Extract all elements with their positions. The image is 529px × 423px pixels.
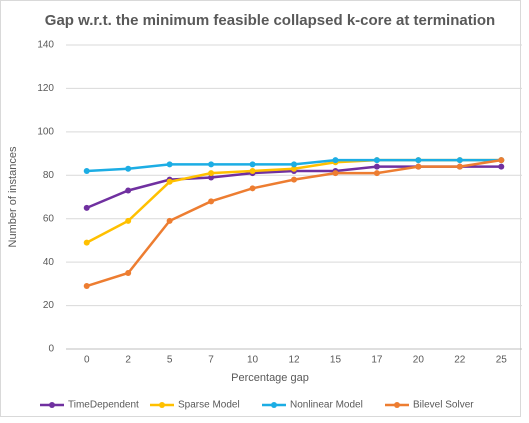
y-tick-label: 0 xyxy=(48,344,54,355)
x-tick-label: 12 xyxy=(288,355,300,366)
x-tick-label: 17 xyxy=(371,355,383,366)
x-tick-label: 7 xyxy=(208,355,214,366)
x-tick-label: 10 xyxy=(247,355,259,366)
data-point xyxy=(291,161,297,168)
legend-marker xyxy=(49,402,55,408)
data-point xyxy=(249,167,256,174)
data-point xyxy=(83,239,90,246)
legend-label: Sparse Model xyxy=(178,400,240,411)
data-point xyxy=(125,165,132,172)
data-point xyxy=(456,157,463,164)
data-point xyxy=(373,170,380,177)
y-tick-label: 80 xyxy=(43,170,55,181)
chart-frame xyxy=(0,0,521,417)
y-tick-label: 120 xyxy=(37,83,54,94)
data-point xyxy=(332,157,339,164)
x-tick-label: 15 xyxy=(330,355,342,366)
x-axis-title: Percentage gap xyxy=(231,372,309,384)
y-tick-label: 140 xyxy=(37,40,54,51)
data-point xyxy=(249,161,256,168)
data-point xyxy=(166,161,173,168)
x-tick-label: 25 xyxy=(496,355,508,366)
data-point xyxy=(125,270,132,276)
y-axis-title: Number of instances xyxy=(7,146,19,247)
data-point xyxy=(249,185,256,192)
data-point xyxy=(415,157,422,164)
data-point xyxy=(125,217,132,224)
data-point xyxy=(373,163,380,170)
y-tick-label: 40 xyxy=(43,257,55,268)
data-point xyxy=(332,170,339,177)
x-tick-label: 0 xyxy=(84,355,90,366)
legend-marker xyxy=(271,402,277,408)
data-point xyxy=(373,157,380,164)
legend-label: Nonlinear Model xyxy=(290,400,363,411)
legend-marker xyxy=(394,402,400,408)
x-tick-label: 2 xyxy=(125,355,131,366)
data-point xyxy=(208,198,215,205)
y-tick-label: 60 xyxy=(43,213,55,224)
x-tick-label: 20 xyxy=(413,355,425,366)
data-point xyxy=(83,204,90,211)
data-point xyxy=(83,167,90,174)
data-point xyxy=(125,187,132,194)
x-tick-label: 5 xyxy=(167,355,173,366)
data-point xyxy=(415,163,422,170)
data-point xyxy=(498,163,505,170)
data-point xyxy=(208,161,215,168)
chart-title: Gap w.r.t. the minimum feasible collapse… xyxy=(45,12,495,29)
data-point xyxy=(208,174,215,181)
data-point xyxy=(166,178,173,185)
data-point xyxy=(291,176,297,183)
y-tick-label: 20 xyxy=(43,300,55,311)
data-point xyxy=(291,165,297,172)
legend-marker xyxy=(159,402,165,408)
data-point xyxy=(83,283,90,290)
y-tick-label: 100 xyxy=(37,126,54,137)
data-point xyxy=(208,170,215,177)
data-point xyxy=(498,157,505,164)
legend-label: TimeDependent xyxy=(68,400,139,411)
legend-label: Bilevel Solver xyxy=(413,400,474,411)
x-tick-label: 22 xyxy=(454,355,466,366)
data-point xyxy=(456,163,463,170)
data-point xyxy=(166,217,173,224)
